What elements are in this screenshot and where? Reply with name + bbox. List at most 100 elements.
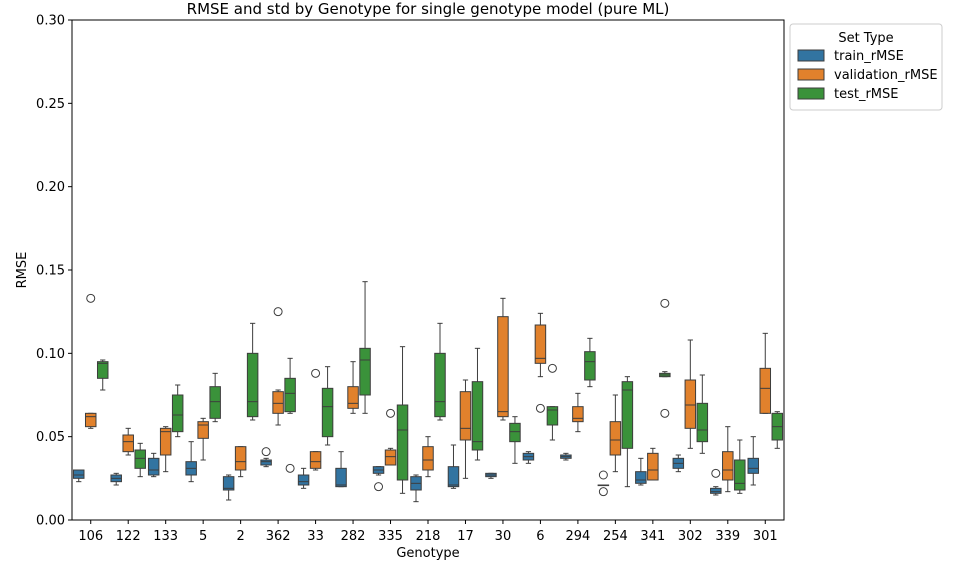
box-validation_rMSE-2: [234, 446, 247, 478]
box-iqr: [84, 412, 97, 428]
box-validation_rMSE-17: [459, 379, 472, 479]
box-train_rMSE-2: [222, 474, 235, 501]
box-test_rMSE-17: [471, 347, 484, 461]
box-validation_rMSE-30: [497, 297, 509, 421]
box-iqr: [335, 467, 347, 488]
box-test_rMSE-218: [434, 322, 446, 421]
x-axis: 106 122 133 5 2 362 33 282 335 218 17 30 6 294 254 341 3…: [78, 520, 778, 544]
outlier-point: [374, 482, 384, 492]
legend-label: train_rMSE: [834, 49, 904, 64]
box-iqr: [710, 487, 722, 494]
x-tick-label: 254: [603, 529, 628, 544]
legend-title: Set Type: [838, 31, 893, 46]
box-train_rMSE-341: [635, 457, 647, 486]
box-validation_rMSE-302: [684, 339, 697, 449]
outlier-point: [660, 298, 670, 308]
box-validation_rMSE-301: [759, 332, 772, 414]
x-tick-label: 5: [199, 529, 207, 544]
outlier-point: [386, 408, 396, 418]
x-tick-label: 133: [153, 529, 178, 544]
box-iqr: [272, 391, 284, 414]
box-train_rMSE-5: [185, 441, 197, 483]
box-test_rMSE-301: [771, 411, 784, 449]
box-validation_rMSE-254: [609, 394, 622, 473]
box-iqr: [584, 351, 596, 381]
outlier-point: [598, 487, 608, 497]
box-iqr: [734, 459, 746, 491]
y-tick-label: 0.20: [36, 180, 65, 195]
legend-swatch: [797, 49, 825, 62]
outlier-point: [660, 408, 670, 418]
outlier-point: [86, 293, 96, 303]
box-train_rMSE-335: [372, 466, 385, 492]
x-tick-label: 362: [266, 529, 291, 544]
box-train_rMSE-362: [260, 447, 272, 468]
box-iqr: [246, 352, 259, 418]
box-test_rMSE-302: [696, 374, 709, 454]
box-iqr: [572, 406, 584, 423]
x-tick-label: 122: [116, 529, 141, 544]
box-iqr: [347, 386, 359, 409]
legend-frame: [789, 23, 943, 111]
box-iqr: [260, 459, 272, 466]
outlier-point: [311, 368, 321, 378]
box-train_rMSE-339: [710, 468, 722, 496]
box-validation_rMSE-122: [122, 427, 134, 456]
x-axis-label: Genotype: [396, 546, 459, 561]
chart-title: RMSE and std by Genotype for single geno…: [187, 0, 670, 18]
box-test_rMSE-294: [584, 337, 596, 388]
box-iqr: [72, 469, 85, 479]
box-iqr: [384, 449, 397, 466]
box-validation_rMSE-5: [197, 417, 209, 461]
y-tick-label: 0.05: [36, 430, 65, 445]
x-tick-label: 2: [236, 529, 244, 544]
y-tick-label: 0.25: [36, 97, 65, 112]
legend-swatch: [797, 68, 825, 81]
box-iqr: [635, 471, 647, 484]
box-train_rMSE-106: [72, 469, 85, 483]
box-iqr: [359, 347, 371, 396]
box-test_rMSE-30: [509, 416, 521, 464]
box-iqr: [222, 476, 235, 491]
box-test_rMSE-339: [734, 439, 746, 494]
legend-item-validation_rMSE: validation_rMSE: [797, 68, 938, 83]
y-tick-label: 0.00: [36, 514, 65, 529]
box-train_rMSE-33: [297, 467, 310, 489]
y-tick-label: 0.30: [36, 14, 65, 29]
box-iqr: [684, 379, 697, 429]
box-iqr: [621, 381, 634, 449]
box-validation_rMSE-294: [572, 392, 584, 433]
x-tick-label: 294: [565, 529, 590, 544]
box-test_rMSE-106: [96, 359, 109, 391]
box-iqr: [197, 421, 209, 439]
y-tick-label: 0.10: [36, 347, 65, 362]
box-iqr: [447, 466, 460, 488]
box-iqr: [722, 451, 734, 481]
box-train_rMSE-282: [335, 451, 347, 488]
box-test_rMSE-254: [621, 376, 634, 488]
y-tick-label: 0.15: [36, 264, 65, 279]
box-validation_rMSE-341: [647, 447, 659, 481]
x-tick-label: 302: [678, 529, 703, 544]
legend: Set Type train_rMSE validation_rMSE test_r…: [789, 23, 943, 111]
outlier-point: [273, 307, 283, 317]
box-iqr: [434, 352, 446, 418]
plot-boxes: [72, 281, 784, 503]
x-tick-label: 33: [307, 529, 324, 544]
box-test_rMSE-335: [396, 346, 409, 494]
box-test_rMSE-133: [171, 384, 184, 438]
outlier-point: [261, 447, 271, 457]
box-iqr: [96, 361, 109, 379]
box-test_rMSE-2: [246, 322, 259, 421]
box-validation_rMSE-362: [272, 307, 284, 426]
box-iqr: [647, 452, 659, 481]
box-iqr: [309, 451, 322, 469]
box-iqr: [147, 457, 160, 476]
box-validation_rMSE-335: [384, 408, 397, 466]
legend-item-test_rMSE: test_rMSE: [797, 87, 899, 102]
x-tick-label: 339: [715, 529, 740, 544]
y-axis: 0.00 0.05 0.10 0.15 0.20 0.25 0.30: [36, 14, 72, 529]
outlier-point: [598, 470, 608, 480]
legend-label: validation_rMSE: [834, 68, 938, 83]
